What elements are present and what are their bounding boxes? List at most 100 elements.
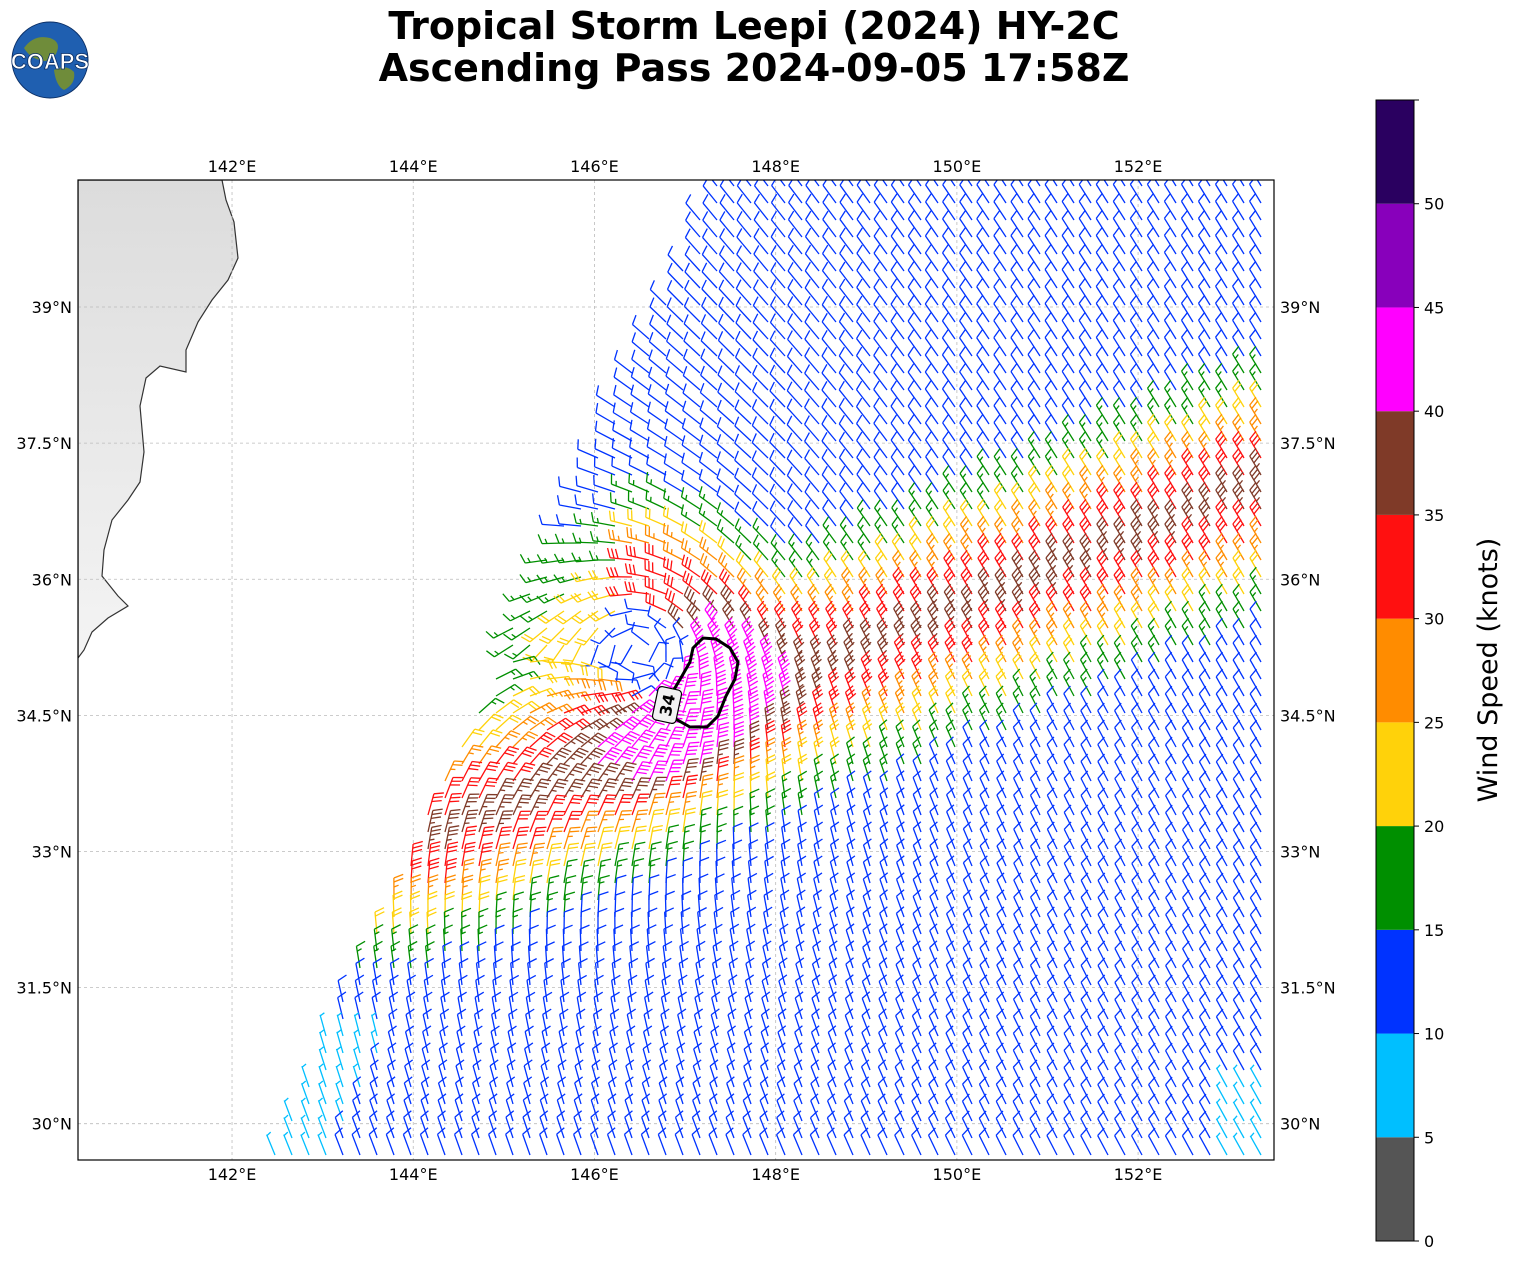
- wind-barb: [924, 414, 939, 442]
- wind-barb: [512, 826, 530, 850]
- wind-barb: [804, 398, 820, 425]
- wind-barb: [924, 244, 939, 272]
- wind-barb: [629, 924, 640, 952]
- wind-barb: [442, 941, 453, 969]
- wind-barb: [686, 601, 701, 629]
- wind-barb: [512, 715, 540, 731]
- wind-barb: [733, 805, 744, 833]
- wind-barb: [441, 957, 452, 986]
- wind-barb: [716, 518, 735, 544]
- wind-barb: [427, 808, 443, 833]
- wind-barb: [1147, 1127, 1160, 1156]
- wind-barb: [822, 244, 837, 272]
- wind-barb: [580, 907, 591, 935]
- wind-barb: [944, 1127, 956, 1156]
- title-line-2: Ascending Pass 2024-09-05 17:58Z: [378, 46, 1130, 90]
- wind-barb: [873, 414, 888, 442]
- wind-barb: [856, 448, 871, 476]
- wind-barb: [519, 553, 548, 564]
- wind-barb: [679, 940, 689, 969]
- wind-barb: [716, 502, 735, 527]
- wind-barb: [495, 891, 507, 918]
- wind-barb: [682, 758, 699, 782]
- wind-barb: [539, 1127, 548, 1156]
- wind-barb: [775, 1127, 786, 1156]
- wind-barb: [492, 958, 503, 986]
- wind-barb: [505, 1093, 515, 1122]
- wind-barb: [1103, 180, 1109, 187]
- wind-barb: [594, 420, 616, 442]
- wind-barb: [678, 974, 688, 1003]
- wind-barb: [717, 331, 735, 357]
- wind-barb: [924, 261, 939, 289]
- wind-barb: [351, 1127, 361, 1156]
- wind-barb: [444, 792, 462, 816]
- wind-barb: [967, 180, 973, 187]
- wind-barb: [907, 180, 922, 204]
- wind-barb: [648, 331, 667, 357]
- wind-barb: [607, 1110, 616, 1139]
- wind-barb: [813, 770, 824, 799]
- wind-barb: [491, 991, 502, 1020]
- wind-barb: [770, 262, 786, 289]
- colorbar-tick-label: 35: [1424, 506, 1444, 525]
- wind-barb: [588, 550, 616, 561]
- wind-barb: [459, 941, 470, 969]
- wind-barb: [666, 280, 684, 306]
- colorbar: 0 5 10 15 20 25 30 35 40 45 50: [1375, 99, 1444, 1251]
- wind-barb: [873, 244, 888, 272]
- wind-barb: [718, 245, 735, 272]
- wind-barb: [627, 974, 638, 1003]
- wind-barb: [788, 193, 803, 221]
- wind-barb: [797, 770, 808, 799]
- wind-barb: [856, 210, 871, 238]
- wind-barb: [512, 891, 525, 918]
- wind-barb: [753, 193, 769, 221]
- lat-tick-label: 31.5°N: [1280, 979, 1336, 998]
- wind-barb: [770, 296, 786, 323]
- wind-barb: [1188, 180, 1194, 187]
- wind-barb: [641, 1093, 651, 1122]
- wind-barb: [698, 469, 718, 493]
- wind-barb: [456, 1008, 467, 1037]
- wind-barb: [553, 553, 582, 564]
- wind-barb: [664, 435, 684, 459]
- wind-barb: [529, 810, 548, 833]
- wind-barb: [732, 822, 743, 850]
- wind-barb: [804, 449, 820, 476]
- wind-barb: [695, 957, 705, 986]
- wind-barb: [625, 545, 650, 561]
- wind-barb: [700, 348, 718, 374]
- wind-barb: [680, 907, 691, 935]
- wind-barb: [711, 957, 722, 986]
- wind-barb: [890, 261, 905, 289]
- wind-barb: [769, 381, 786, 408]
- wind-barb: [890, 244, 905, 272]
- wind-barb: [747, 889, 757, 918]
- wind-barb: [736, 210, 752, 238]
- wind-barb: [684, 228, 701, 255]
- wind-barb: [665, 775, 683, 799]
- wind-barb: [354, 974, 365, 1003]
- wind-barb: [682, 774, 698, 799]
- wind-barb: [594, 438, 616, 459]
- lon-ticks-bottom: 142°E 144°E 146°E 148°E 150°E 152°E: [208, 1165, 1163, 1184]
- wind-barb: [698, 486, 718, 510]
- wind-barb: [786, 432, 803, 459]
- wind-barb: [709, 1076, 718, 1105]
- wind-barb: [717, 382, 735, 408]
- wind-barb: [368, 1127, 378, 1156]
- wind-barb: [512, 842, 528, 867]
- wind-barb: [804, 483, 820, 510]
- wind-barb: [770, 279, 786, 306]
- wind-barb: [648, 776, 667, 799]
- wind-barb: [1063, 1127, 1075, 1156]
- wind-barb: [794, 991, 804, 1020]
- wind-barb: [731, 856, 742, 884]
- wind-barb: [596, 924, 607, 952]
- wind-barb: [488, 1110, 498, 1139]
- logo-text: COAPS: [11, 49, 89, 74]
- wind-barb: [804, 499, 820, 527]
- wind-barb: [769, 432, 786, 459]
- wind-barb: [797, 736, 808, 765]
